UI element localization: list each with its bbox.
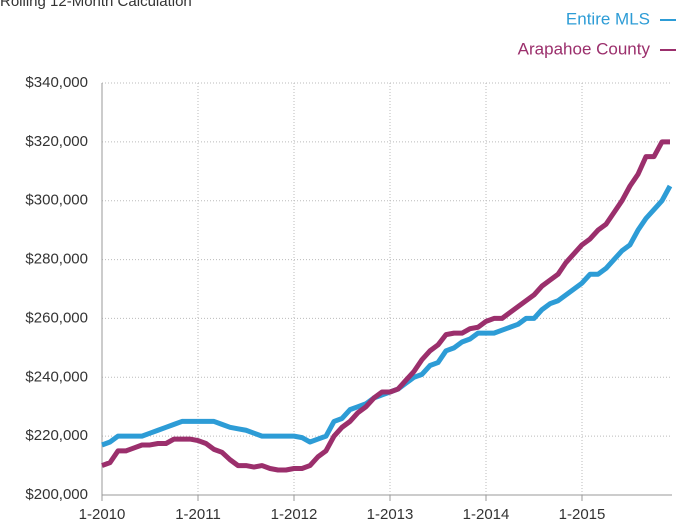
y-tick-label: $300,000: [25, 192, 88, 209]
legend-label: Entire MLS: [566, 9, 650, 28]
x-tick-label: 1-2015: [559, 506, 606, 523]
series-line: [101, 139, 670, 473]
x-tick-label: 1-2014: [463, 506, 510, 523]
x-tick-label: 1-2010: [79, 506, 126, 523]
y-tick-label: $280,000: [25, 251, 88, 268]
series-line: [101, 184, 673, 448]
y-tick-label: $340,000: [25, 74, 88, 91]
x-tick-label: 1-2013: [367, 506, 414, 523]
legend-label: Arapahoe County: [518, 39, 651, 58]
y-tick-label: $200,000: [25, 486, 88, 503]
y-tick-label: $220,000: [25, 427, 88, 444]
x-tick-label: 1-2011: [175, 506, 221, 523]
y-tick-label: $320,000: [25, 133, 88, 150]
y-tick-label: $260,000: [25, 309, 88, 326]
y-tick-label: $240,000: [25, 368, 88, 385]
x-tick-label: 1-2012: [271, 506, 318, 523]
chart-title: Rolling 12-Month Calculation: [0, 0, 192, 10]
